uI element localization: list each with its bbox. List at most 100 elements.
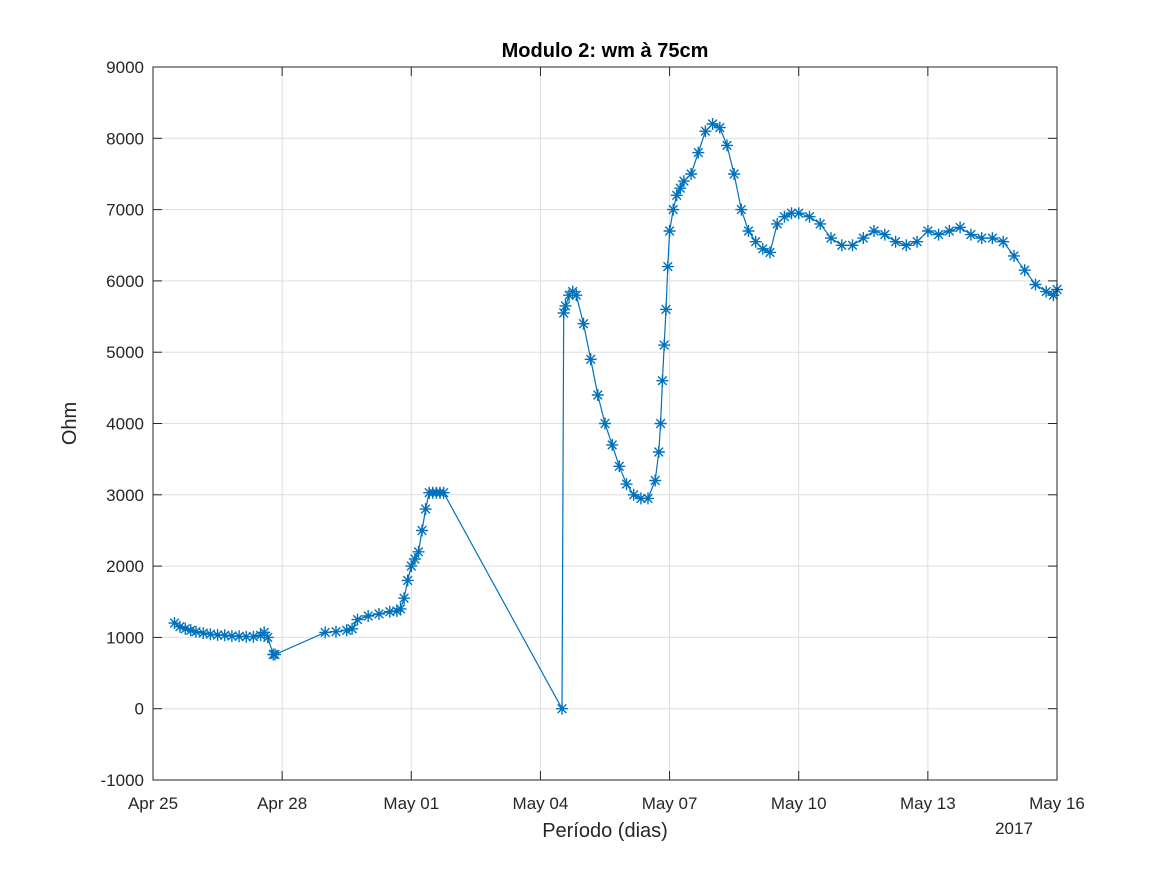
data-point-marker bbox=[667, 203, 680, 216]
data-point-marker bbox=[868, 225, 880, 237]
data-point-marker bbox=[373, 607, 385, 620]
data-point-marker bbox=[814, 217, 827, 230]
y-tick-label: 7000 bbox=[106, 201, 144, 220]
data-point-marker bbox=[661, 260, 674, 273]
data-point-marker bbox=[1029, 278, 1042, 291]
data-point-marker bbox=[390, 605, 403, 617]
data-point-marker bbox=[835, 239, 848, 252]
data-point-marker bbox=[340, 624, 353, 637]
data-point-marker bbox=[742, 225, 755, 237]
data-point-marker bbox=[405, 560, 418, 573]
data-point-marker bbox=[997, 235, 1010, 248]
data-point-marker bbox=[803, 210, 816, 223]
data-point-marker bbox=[721, 139, 733, 152]
data-point-marker bbox=[258, 626, 271, 639]
data-point-marker bbox=[557, 307, 570, 319]
data-point-marker bbox=[204, 628, 217, 641]
data-point-marker bbox=[269, 648, 281, 661]
data-point-marker bbox=[416, 524, 428, 537]
y-tick-label: 1000 bbox=[106, 628, 144, 647]
data-point-marker bbox=[652, 446, 665, 458]
x-tick-label: May 16 bbox=[1029, 794, 1085, 813]
data-point-marker bbox=[677, 175, 690, 188]
data-point-marker bbox=[401, 574, 414, 587]
x-axis-year-label: 2017 bbox=[995, 819, 1033, 838]
data-point-marker bbox=[1047, 289, 1060, 302]
data-point-marker bbox=[620, 478, 633, 491]
data-point-marker bbox=[749, 235, 762, 248]
data-point-marker bbox=[319, 626, 332, 639]
data-point-marker bbox=[932, 228, 945, 241]
data-point-marker bbox=[173, 620, 186, 633]
y-tick-label: 6000 bbox=[106, 272, 144, 291]
data-point-marker bbox=[362, 610, 375, 622]
data-point-marker bbox=[261, 631, 274, 644]
data-point-marker bbox=[735, 203, 748, 216]
y-tick-label: 4000 bbox=[106, 415, 144, 434]
data-point-marker bbox=[412, 545, 425, 558]
data-point-marker bbox=[889, 235, 902, 248]
data-point-marker bbox=[771, 217, 784, 230]
data-point-marker bbox=[437, 486, 450, 499]
data-point-marker bbox=[670, 189, 683, 202]
data-point-marker bbox=[900, 239, 913, 252]
data-point-marker bbox=[706, 118, 719, 130]
x-tick-label: Apr 25 bbox=[128, 794, 178, 813]
data-point-marker bbox=[792, 207, 805, 220]
x-tick-label: May 13 bbox=[900, 794, 956, 813]
ticks: -1000 0 1000 2000 3000 4000 5000 6000 7000 8000 90… bbox=[101, 58, 1085, 813]
x-tick-label: Apr 28 bbox=[257, 794, 307, 813]
data-point-marker bbox=[591, 389, 604, 401]
data-point-marker bbox=[660, 303, 672, 316]
data-point-marker bbox=[954, 221, 967, 234]
data-point-marker bbox=[663, 225, 676, 237]
data-point-marker bbox=[398, 592, 411, 605]
y-tick-label: 5000 bbox=[106, 343, 144, 362]
data-point-marker bbox=[654, 417, 667, 430]
data-point-marker bbox=[247, 630, 260, 643]
data-point-marker bbox=[846, 239, 859, 252]
data-point-marker bbox=[986, 232, 999, 245]
y-tick-label: -1000 bbox=[101, 771, 144, 790]
data-point-marker bbox=[713, 121, 726, 134]
data-point-marker bbox=[964, 228, 977, 241]
data-point-marker bbox=[764, 246, 776, 259]
data-point-marker bbox=[394, 602, 407, 615]
series-line bbox=[174, 123, 1058, 712]
data-point-marker bbox=[218, 629, 231, 642]
x-tick-label: May 04 bbox=[513, 794, 569, 813]
data-point-marker bbox=[351, 613, 364, 626]
data-point-marker bbox=[692, 146, 705, 159]
data-point-marker bbox=[674, 182, 687, 195]
data-point-marker bbox=[599, 417, 611, 430]
data-point-marker bbox=[570, 289, 583, 302]
y-tick-label: 8000 bbox=[106, 129, 144, 148]
data-point-marker bbox=[577, 317, 590, 330]
data-point-marker bbox=[921, 225, 934, 237]
chart-title: Modulo 2: wm à 75cm bbox=[502, 40, 709, 62]
data-point-marker bbox=[825, 232, 837, 245]
data-point-marker bbox=[240, 630, 253, 643]
data-point-marker bbox=[685, 168, 698, 180]
data-point-marker bbox=[613, 460, 626, 473]
data-point-marker bbox=[911, 235, 924, 248]
data-point-marker bbox=[225, 630, 238, 642]
y-tick-label: 2000 bbox=[106, 557, 144, 576]
y-axis-label: Ohm bbox=[59, 402, 81, 445]
x-tick-label: May 01 bbox=[383, 794, 439, 813]
data-point-marker bbox=[233, 630, 246, 643]
data-point-marker bbox=[1018, 264, 1031, 277]
data-point-marker bbox=[211, 628, 224, 641]
data-point-marker bbox=[642, 492, 654, 505]
data-point-marker bbox=[649, 474, 662, 487]
data-point-marker bbox=[1008, 249, 1020, 262]
data-point-marker bbox=[330, 625, 342, 638]
data-point-marker bbox=[778, 210, 791, 223]
data-point-marker bbox=[1040, 285, 1053, 298]
data-point-marker bbox=[346, 622, 359, 635]
data-point-marker bbox=[785, 207, 798, 220]
data-point-marker bbox=[975, 232, 988, 245]
data-point-marker bbox=[184, 624, 197, 637]
data-point-marker bbox=[606, 438, 619, 451]
